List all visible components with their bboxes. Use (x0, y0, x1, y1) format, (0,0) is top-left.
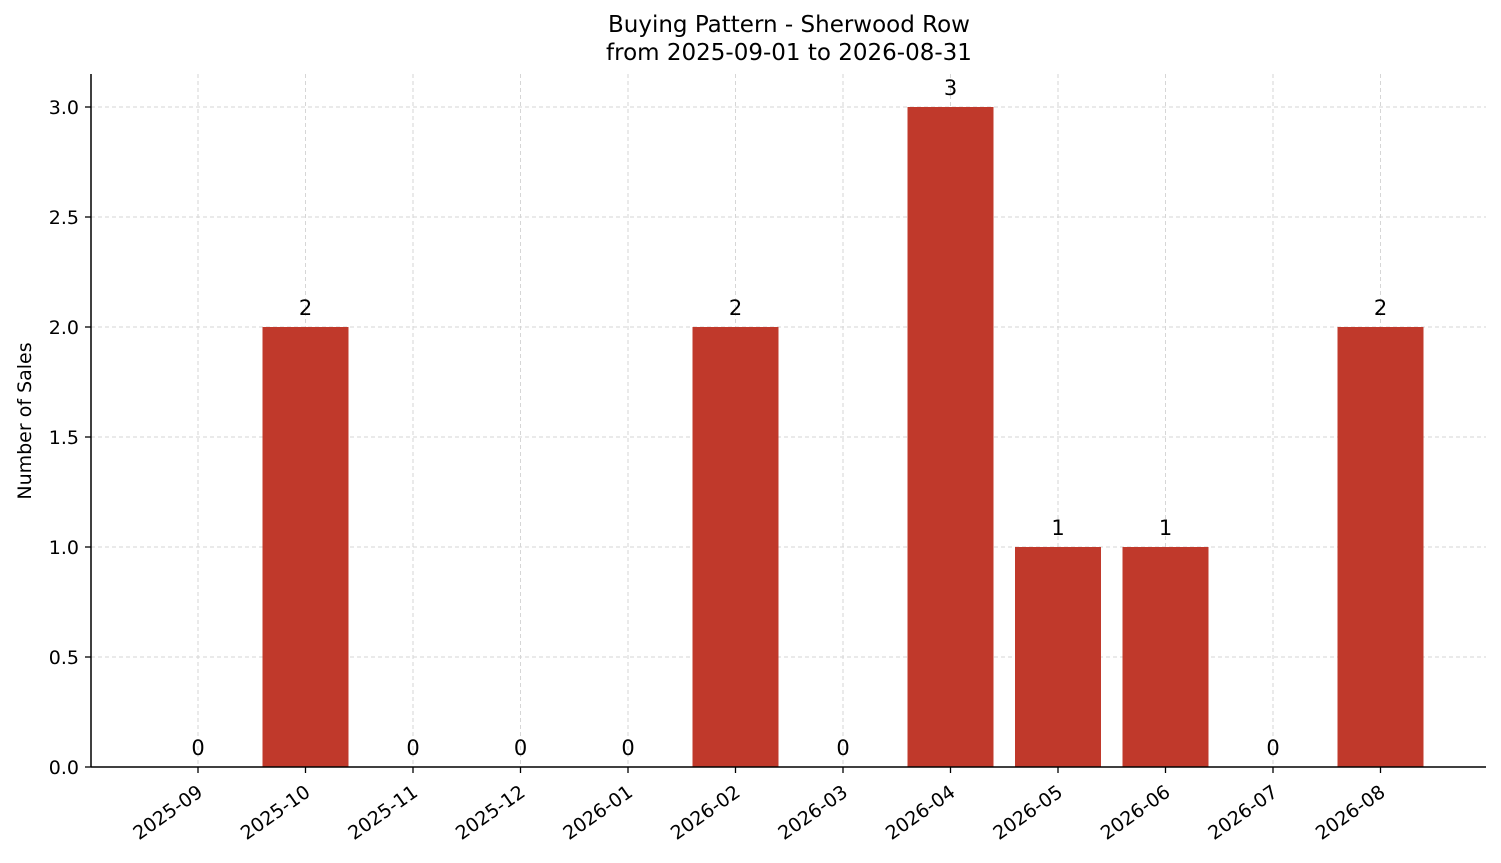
x-tick-label-2025-11: 2025-11 (344, 781, 422, 845)
data-label-2026-03: 0 (836, 736, 849, 760)
y-tick-label: 3.0 (49, 97, 79, 119)
x-tick-label-2025-10: 2025-10 (237, 781, 315, 845)
data-label-2026-04: 3 (944, 76, 957, 100)
data-label-2025-10: 2 (299, 296, 312, 320)
x-tick-label-2026-07: 2026-07 (1204, 781, 1282, 845)
bar-2026-04 (907, 107, 994, 767)
axes (85, 74, 1486, 773)
x-tick-label-2025-12: 2025-12 (452, 781, 530, 845)
data-label-2026-06: 1 (1159, 516, 1172, 540)
y-axis-label: Number of Sales (14, 342, 36, 499)
x-tick-label-2026-03: 2026-03 (774, 781, 852, 845)
bar-2026-06 (1122, 547, 1209, 767)
data-label-2026-01: 0 (621, 736, 634, 760)
x-tick-label-2026-06: 2026-06 (1097, 781, 1175, 845)
x-tick-label-2026-01: 2026-01 (559, 781, 637, 845)
data-label-2026-02: 2 (729, 296, 742, 320)
y-tick-label: 1.0 (49, 537, 79, 559)
x-tick-label-2026-05: 2026-05 (989, 781, 1067, 845)
chart-title: Buying Pattern - Sherwood Row (608, 12, 970, 38)
bar-2026-02 (692, 327, 779, 767)
bar-2026-05 (1015, 547, 1101, 767)
y-tick-label: 1.5 (49, 427, 79, 449)
data-label-2026-05: 1 (1051, 516, 1064, 540)
bar-2025-10 (262, 327, 349, 767)
x-tick-label-2026-02: 2026-02 (667, 781, 745, 845)
chart-subtitle: from 2025-09-01 to 2026-08-31 (606, 40, 972, 66)
y-tick-label: 0.0 (49, 757, 79, 779)
y-tick-label: 0.5 (49, 647, 79, 669)
data-label-2026-08: 2 (1374, 296, 1387, 320)
x-tick-label-2025-09: 2025-09 (129, 781, 207, 845)
data-label-2025-12: 0 (514, 736, 527, 760)
bar-2026-08 (1337, 327, 1424, 767)
x-tick-label-2026-04: 2026-04 (882, 781, 960, 845)
y-tick-label: 2.0 (49, 317, 79, 339)
data-label-2026-07: 0 (1266, 736, 1279, 760)
data-label-2025-09: 0 (191, 736, 204, 760)
y-tick-label: 2.5 (49, 207, 79, 229)
x-tick-label-2026-08: 2026-08 (1312, 781, 1390, 845)
data-label-2025-11: 0 (406, 736, 419, 760)
bars (262, 107, 1424, 767)
